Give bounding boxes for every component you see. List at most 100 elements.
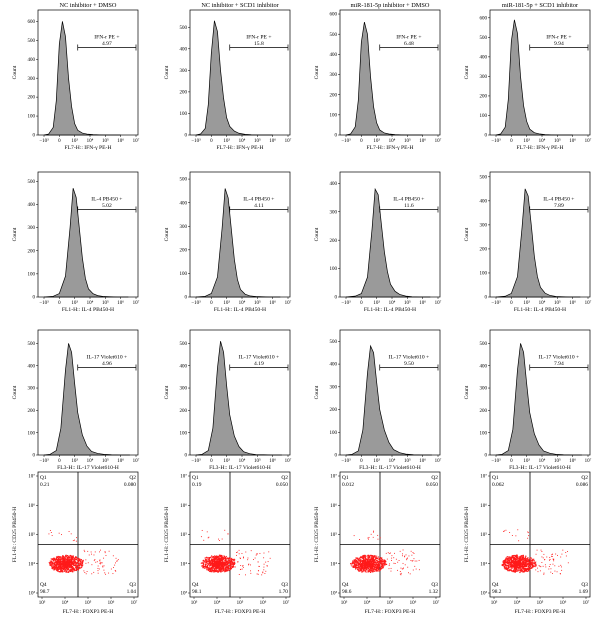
event-dot [380, 559, 382, 561]
x-tick-label: 10³ [523, 138, 530, 144]
x-tick-label: 10⁵ [102, 138, 109, 144]
event-dot [101, 562, 103, 563]
event-dot [375, 561, 377, 563]
event-dot [539, 570, 541, 572]
event-dot [527, 564, 529, 566]
event-dot [220, 562, 222, 564]
event-dot [543, 553, 545, 555]
event-dot [504, 564, 506, 566]
event-dot [525, 559, 527, 561]
quadrant-id: Q3 [129, 582, 136, 588]
event-dot [72, 569, 74, 571]
event-dot [379, 560, 381, 562]
event-dot [519, 565, 521, 567]
event-dot [382, 561, 384, 563]
event-dot [51, 560, 53, 562]
event-dot [376, 569, 378, 572]
event-dot [241, 568, 243, 570]
event-dot [371, 558, 373, 560]
column-title: miR-181-5p + SCD1 inhibitor [502, 2, 579, 9]
event-dot [57, 555, 59, 557]
y-tick-label: 300 [330, 73, 338, 78]
event-dot [527, 565, 529, 567]
event-dot [69, 557, 71, 559]
event-dot [361, 566, 363, 568]
histogram-area [195, 341, 282, 456]
event-dot [377, 567, 379, 569]
event-dot [401, 568, 403, 570]
histogram-area [43, 21, 121, 136]
plot-frame [189, 471, 291, 598]
x-tick-label: 0 [58, 301, 61, 306]
event-dot [82, 564, 84, 566]
x-tick-label: 10⁵ [102, 300, 109, 306]
y-axis-label: Count [464, 227, 470, 241]
event-dot [76, 562, 78, 564]
event-dot [551, 556, 553, 557]
event-dot [516, 564, 518, 566]
event-dot [61, 558, 64, 560]
event-dot [519, 559, 521, 562]
event-dot [94, 559, 96, 560]
event-dot [211, 567, 213, 569]
histogram-area [195, 20, 273, 136]
event-dot [383, 564, 385, 566]
event-dot [220, 557, 223, 559]
event-dot [57, 557, 59, 559]
event-dot [522, 566, 524, 568]
event-dot [68, 564, 70, 566]
event-dot [534, 563, 536, 565]
event-dot [67, 556, 69, 558]
x-tick-label: −10³ [191, 138, 201, 144]
event-dot [505, 566, 507, 568]
histogram-area [495, 19, 573, 136]
event-dot [221, 561, 223, 563]
event-dot [263, 557, 265, 559]
x-tick-label: 0 [510, 139, 513, 144]
y-tick-label: 100 [480, 431, 488, 436]
x-axis-label: FL7-H:: IFN-γ PE-H [517, 145, 564, 151]
event-dot [62, 567, 64, 569]
y-tick-label: 500 [28, 342, 36, 347]
event-dot [232, 566, 234, 568]
event-dot [207, 563, 209, 565]
event-dot [77, 560, 79, 562]
event-dot [374, 564, 376, 566]
event-dot [227, 566, 230, 569]
event-dot [527, 531, 529, 533]
x-tick-label: 10³ [373, 138, 380, 144]
event-dot [513, 557, 515, 559]
event-dot [531, 566, 534, 568]
event-dot [206, 565, 209, 567]
event-dot [374, 569, 376, 571]
event-dot [362, 562, 364, 564]
event-dot [511, 557, 513, 559]
event-dot [218, 566, 220, 568]
plot-frame [489, 329, 591, 456]
event-dot [211, 570, 213, 572]
y-tick-label: 400 [480, 364, 488, 369]
event-dot [69, 560, 71, 563]
event-dot [531, 566, 533, 568]
event-dot [515, 570, 517, 573]
event-dot [97, 567, 99, 569]
event-dot [551, 555, 553, 557]
event-dot [61, 557, 63, 559]
event-dot [77, 569, 79, 571]
event-dot [521, 570, 523, 572]
event-dot [236, 554, 237, 556]
event-dot [73, 562, 75, 564]
event-dot [255, 554, 257, 556]
event-dot [75, 556, 77, 558]
event-dot [223, 565, 225, 567]
plot-frame [189, 171, 291, 298]
event-dot [56, 570, 59, 572]
event-dot [561, 569, 563, 571]
event-dot [74, 564, 76, 566]
event-dot [213, 556, 215, 558]
event-dot [518, 561, 520, 563]
event-dot [380, 562, 382, 565]
event-dot [87, 562, 89, 564]
event-dot [55, 566, 57, 568]
